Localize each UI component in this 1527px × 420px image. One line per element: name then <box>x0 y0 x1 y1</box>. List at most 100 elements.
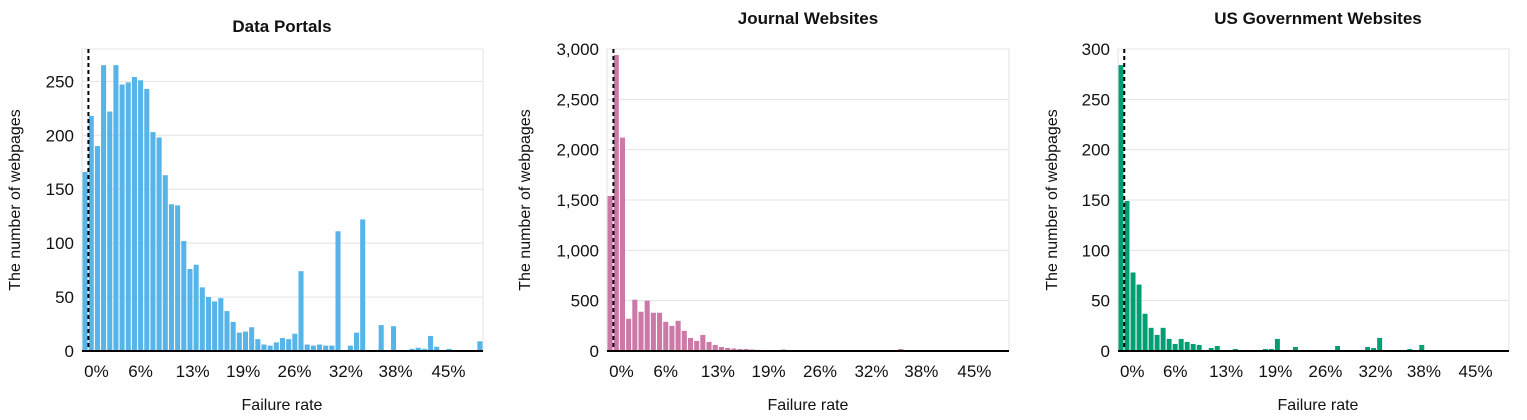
bar <box>144 88 150 352</box>
bar <box>94 146 100 351</box>
bar <box>409 348 415 351</box>
bar <box>168 204 174 351</box>
bar <box>712 344 718 351</box>
bar <box>607 195 613 351</box>
bar <box>267 345 273 351</box>
bar <box>175 205 181 351</box>
bar <box>613 55 619 351</box>
bar <box>1365 346 1371 351</box>
chart-title: Journal Websites <box>738 9 878 28</box>
bar <box>193 264 199 351</box>
bar <box>354 332 360 351</box>
bar <box>1292 346 1298 351</box>
bar <box>1196 344 1202 351</box>
bar <box>1419 344 1425 351</box>
bar <box>1124 201 1130 351</box>
bar <box>1232 348 1238 351</box>
bar <box>1407 348 1413 351</box>
bar <box>107 111 113 351</box>
x-tick-label: 32% <box>329 362 363 381</box>
bar <box>1335 345 1341 351</box>
y-tick-label: 2,500 <box>556 90 599 109</box>
x-tick-label: 38% <box>1407 362 1441 381</box>
bar <box>1118 65 1124 352</box>
x-tick-label: 32% <box>1358 362 1392 381</box>
x-tick-label: 32% <box>854 362 888 381</box>
bar <box>236 332 242 351</box>
x-tick-label: 0% <box>84 362 109 381</box>
y-tick-label: 300 <box>1082 40 1110 59</box>
x-tick-label: 19% <box>752 362 786 381</box>
x-tick-label: 38% <box>379 362 413 381</box>
x-tick-label: 26% <box>803 362 837 381</box>
bar <box>88 115 94 351</box>
chart-title: Data Portals <box>232 17 331 36</box>
bar <box>335 231 341 351</box>
bar <box>286 339 292 351</box>
x-tick-label: 45% <box>1459 362 1493 381</box>
bar <box>706 341 712 351</box>
bar <box>669 325 675 351</box>
bar <box>249 327 255 351</box>
bar <box>650 312 656 351</box>
bar <box>700 334 706 351</box>
bar <box>898 348 904 351</box>
bar <box>316 344 323 351</box>
bar <box>261 344 267 351</box>
x-tick-label: 26% <box>1308 362 1342 381</box>
y-tick-label: 150 <box>1082 191 1110 210</box>
bar <box>675 320 681 351</box>
bar <box>1166 338 1172 351</box>
bar <box>743 348 749 351</box>
bar <box>205 297 211 351</box>
y-tick-label: 1,000 <box>556 241 599 260</box>
bar <box>681 330 687 351</box>
bar <box>378 325 384 351</box>
bar <box>694 340 700 351</box>
bar <box>725 347 731 351</box>
bar <box>1208 347 1214 351</box>
y-tick-label: 2,000 <box>556 141 599 160</box>
bar <box>255 339 261 351</box>
bar <box>619 137 625 351</box>
bar <box>1142 313 1148 351</box>
y-tick-label: 0 <box>590 342 599 361</box>
x-tick-label: 45% <box>431 362 465 381</box>
bar <box>1214 345 1220 351</box>
x-tick-label: 6% <box>1163 362 1188 381</box>
x-tick-label: 19% <box>226 362 260 381</box>
x-tick-label: 0% <box>609 362 634 381</box>
bar <box>391 326 397 351</box>
bar <box>323 345 329 351</box>
bar <box>657 312 663 351</box>
bar <box>279 338 286 351</box>
bar <box>273 342 279 351</box>
bar <box>1262 348 1268 351</box>
bar <box>632 299 638 351</box>
y-tick-label: 50 <box>55 288 74 307</box>
x-axis-label: Failure rate <box>242 397 323 414</box>
bar <box>292 333 298 351</box>
chart-panel-journal-websites: Journal Websites Failure rate The number… <box>517 9 1010 414</box>
bar <box>1172 343 1178 351</box>
bar <box>82 171 88 351</box>
bar <box>304 344 310 351</box>
x-tick-label: 0% <box>1120 362 1145 381</box>
y-tick-label: 100 <box>1082 241 1110 260</box>
y-axis-label: The number of webpages <box>1044 109 1061 290</box>
x-tick-label: 19% <box>1258 362 1292 381</box>
x-tick-label: 6% <box>128 362 153 381</box>
bar <box>230 321 236 351</box>
bar <box>737 348 743 351</box>
bar <box>687 337 694 351</box>
bar <box>162 175 168 351</box>
bar <box>644 300 650 351</box>
y-axis-label: The number of webpages <box>7 109 24 290</box>
bar <box>446 348 452 351</box>
chart-panel-data-portals: Data Portals Failure rate The number of … <box>7 17 484 414</box>
bar <box>242 331 249 351</box>
bar <box>638 311 644 351</box>
bar <box>434 346 440 351</box>
bar <box>1148 327 1154 351</box>
bar <box>119 84 125 351</box>
